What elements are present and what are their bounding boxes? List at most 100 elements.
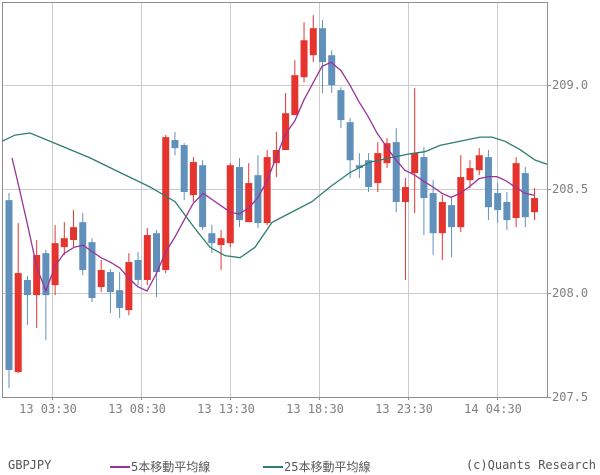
candle: [116, 272, 124, 318]
candle: [512, 157, 520, 228]
legend-ma5: 5本移動平均線: [110, 458, 210, 475]
candle-body: [106, 272, 114, 293]
candle-body: [208, 233, 216, 244]
candle: [494, 183, 502, 223]
candle: [171, 132, 179, 156]
candle: [503, 192, 511, 231]
candle-body: [125, 262, 133, 311]
candle-body: [245, 183, 253, 223]
candle: [88, 238, 96, 302]
candle-body: [355, 165, 363, 169]
candle: [337, 87, 345, 129]
copyright-text: (c)Quants Research: [465, 458, 596, 472]
candle: [392, 128, 400, 213]
candle: [300, 22, 308, 83]
candle-body: [236, 167, 243, 221]
chart-footer: GBPJPY 5本移動平均線 25本移動平均線 (c)Quants Resear…: [0, 456, 600, 475]
x-axis-labels: 13 03:30 13 08:30 13 13:30 13 18:30 13 23:30…: [19, 397, 522, 416]
candle-body: [23, 279, 31, 296]
candle-body: [438, 201, 446, 234]
candle-body: [254, 175, 262, 223]
candle: [411, 88, 419, 214]
candle: [5, 193, 13, 389]
candle-body: [401, 187, 409, 202]
x-tick-label: 13 18:30: [286, 402, 344, 416]
candle: [438, 195, 446, 260]
candle: [466, 160, 474, 189]
candle: [70, 210, 78, 248]
candle-body: [512, 163, 520, 219]
y-tick-label: 208.0: [552, 286, 588, 300]
candle: [484, 150, 492, 221]
candle: [328, 50, 336, 94]
candle-body: [116, 290, 124, 309]
candle: [346, 118, 354, 179]
candle-body: [153, 233, 161, 273]
candle-body: [374, 153, 382, 184]
candle: [318, 20, 326, 94]
candle: [23, 276, 31, 326]
candle: [162, 135, 170, 274]
candle-body: [79, 222, 87, 270]
candle: [420, 147, 428, 236]
candle: [282, 93, 290, 151]
candle: [448, 198, 456, 258]
candle: [33, 240, 41, 328]
candle-body: [171, 140, 179, 149]
candle: [14, 222, 22, 374]
ma25-line: [1, 132, 548, 259]
x-tick-label: 13 03:30: [19, 402, 77, 416]
candle: [106, 269, 114, 314]
candle-body: [199, 165, 207, 228]
candle-body: [300, 40, 308, 78]
candle: [374, 142, 382, 193]
x-tick-label: 13 23:30: [375, 402, 433, 416]
candle: [245, 163, 253, 223]
legend-ma5-label: 5本移動平均線: [131, 460, 211, 474]
candle-body: [420, 157, 428, 199]
candle-body: [189, 162, 197, 196]
candle: [60, 222, 68, 256]
candle-body: [309, 28, 317, 56]
candle: [272, 131, 280, 178]
x-tick-label: 13 08:30: [108, 402, 166, 416]
candle-body: [226, 165, 234, 244]
gridlines: [2, 2, 551, 400]
x-tick-label: 14 04:30: [464, 402, 522, 416]
candle-body: [475, 155, 483, 171]
y-tick-label: 207.5: [552, 390, 588, 404]
candle-body: [328, 55, 336, 86]
legend-ma25: 25本移動平均線: [263, 458, 370, 475]
candle-body: [383, 143, 391, 164]
candle-body: [42, 253, 50, 296]
candle: [134, 252, 142, 286]
candle: [125, 253, 133, 316]
candle-body: [531, 198, 539, 213]
candle-body: [346, 122, 354, 161]
candle: [521, 167, 529, 228]
candle: [42, 250, 50, 341]
candle-body: [14, 273, 22, 373]
candle: [226, 163, 234, 248]
candle: [355, 153, 363, 179]
candle: [180, 143, 188, 201]
candle: [51, 225, 59, 296]
candle: [97, 259, 105, 293]
candle-body: [466, 168, 474, 181]
candle-body: [448, 205, 456, 228]
candle: [475, 148, 483, 176]
candle-body: [411, 153, 419, 174]
candle-body: [5, 200, 13, 370]
candle-body: [88, 242, 96, 299]
candle-body: [33, 255, 41, 296]
candle-body: [503, 201, 511, 221]
x-tick-label: 13 13:30: [197, 402, 255, 416]
candle-body: [484, 157, 492, 208]
candle: [263, 150, 271, 226]
candle-body: [134, 259, 142, 280]
candle: [143, 227, 151, 286]
ma25-line-swatch: [263, 465, 283, 468]
candle-body: [429, 193, 437, 234]
candle-body: [291, 75, 299, 116]
candle-body: [217, 238, 225, 246]
